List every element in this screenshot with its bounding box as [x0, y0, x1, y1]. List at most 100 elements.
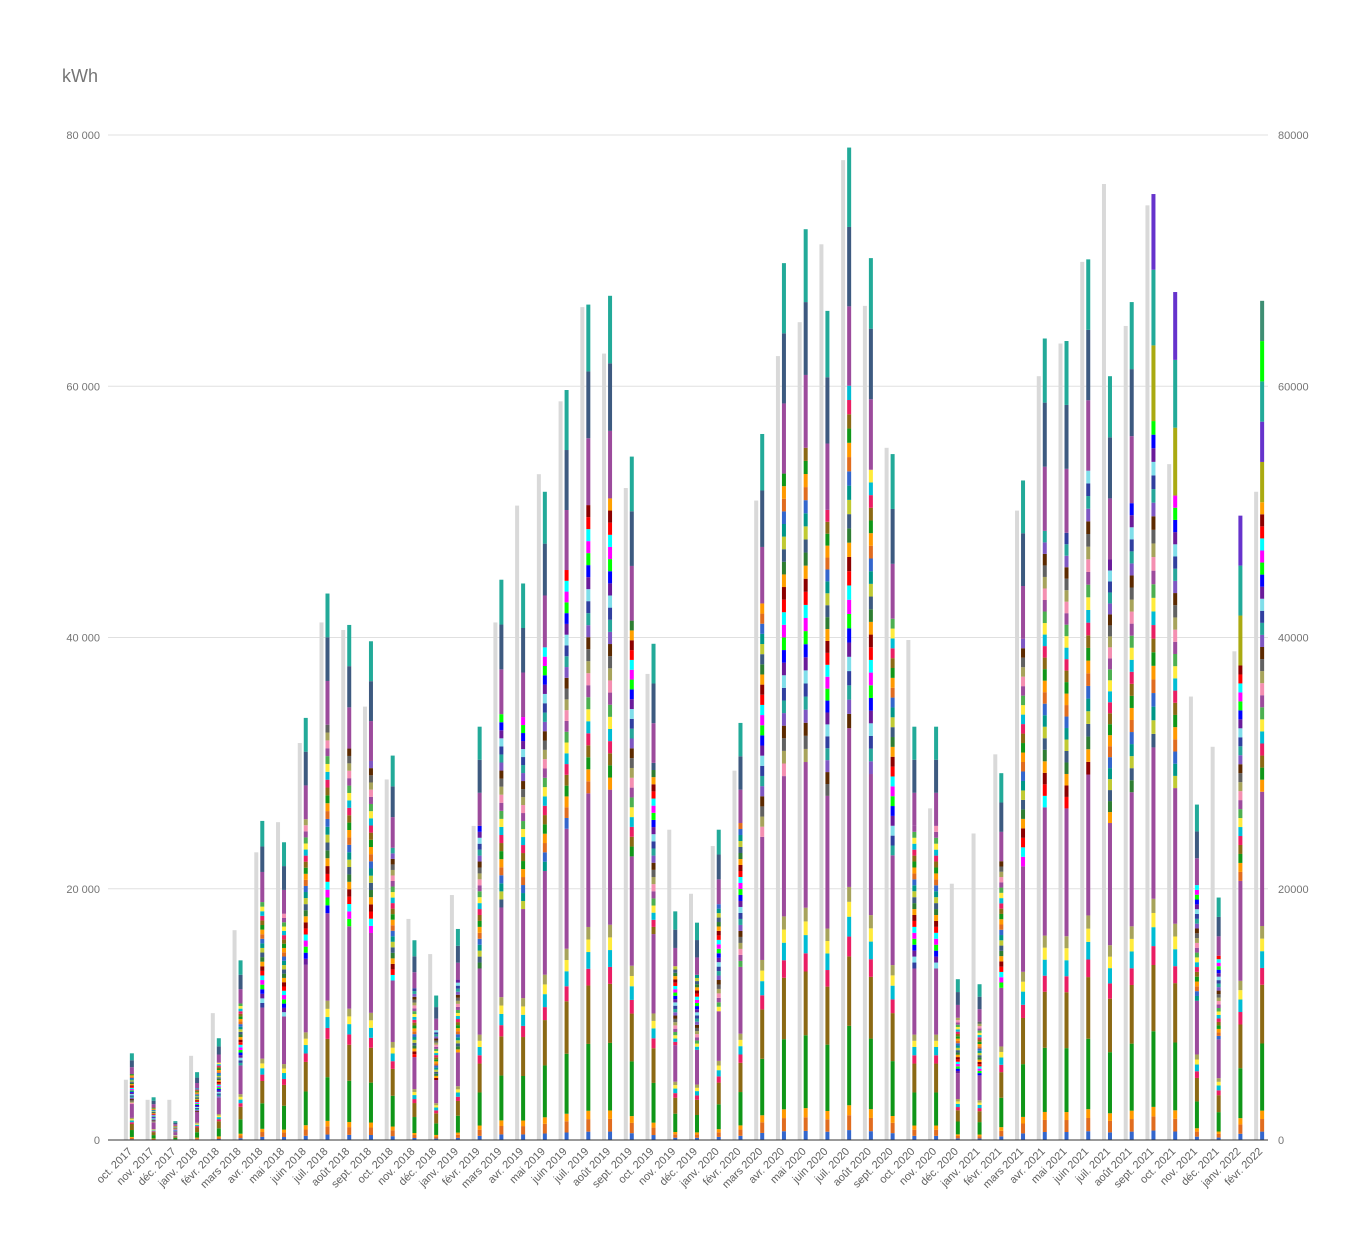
- bar-segment: [1216, 1025, 1221, 1029]
- bar-segment: [1151, 720, 1156, 734]
- bar-segment: [1042, 553, 1047, 566]
- bar-segment: [1107, 823, 1112, 946]
- bar-segment: [825, 545, 830, 558]
- bar-segment: [499, 624, 504, 670]
- bar-segment: [934, 885, 939, 892]
- bar-segment: [955, 1059, 960, 1062]
- bar-segment: [651, 919, 656, 927]
- bar-segment: [651, 891, 656, 899]
- bar-segment: [499, 1125, 504, 1135]
- bar-segment: [651, 869, 656, 878]
- bar-segment: [499, 1036, 504, 1076]
- bar-segment: [260, 846, 265, 872]
- bar-segment: [499, 802, 504, 811]
- bar-segment: [999, 966, 1004, 972]
- bar-segment: [325, 724, 330, 733]
- bar-segment: [1238, 999, 1243, 1013]
- bar-segment: [564, 602, 569, 614]
- bar-segment: [1021, 1123, 1026, 1134]
- bar-segment: [695, 974, 699, 978]
- bar-segment: [1173, 617, 1178, 630]
- bar-segment: [934, 1047, 939, 1056]
- bar-segment: [695, 981, 699, 985]
- bar-segment: [238, 1096, 243, 1100]
- bar-segment: [651, 723, 656, 763]
- bar-segment: [1021, 1133, 1026, 1140]
- bar-segment: [390, 755, 395, 787]
- bar-segment: [999, 831, 1004, 862]
- bar-segment: [216, 1128, 221, 1137]
- bar-segment: [282, 1078, 287, 1085]
- bar-segment: [521, 853, 526, 862]
- bar-segment: [890, 717, 895, 728]
- bar-segment: [412, 1054, 417, 1058]
- bar-segment: [282, 956, 287, 961]
- reference-bar: [689, 893, 693, 1140]
- bar-segment: [1021, 1017, 1026, 1065]
- bar-segment: [1086, 521, 1091, 535]
- bar-segment: [890, 835, 895, 846]
- bar-segment: [325, 1126, 330, 1135]
- bar-segment: [303, 892, 308, 899]
- bar-segment: [738, 1135, 743, 1140]
- reference-bar: [732, 770, 737, 1140]
- bar-segment: [195, 1123, 200, 1125]
- stacked-bar: [1173, 292, 1178, 1140]
- stacked-bar: [195, 1072, 200, 1140]
- bar-segment: [195, 1072, 200, 1078]
- stacked-bar: [673, 911, 678, 1140]
- bar-segment: [999, 945, 1004, 951]
- bar-segment: [499, 883, 504, 892]
- bar-segment: [1107, 713, 1112, 725]
- bar-segment: [455, 962, 460, 980]
- bar-segment: [347, 926, 352, 1009]
- bar-segment: [912, 1129, 917, 1136]
- bar-segment: [868, 1109, 873, 1118]
- bar-segment: [455, 985, 460, 989]
- bar-segment: [890, 648, 895, 659]
- bar-segment: [803, 735, 808, 749]
- bar-segment: [303, 898, 308, 905]
- bar-segment: [651, 912, 656, 920]
- bar-segment: [282, 842, 287, 867]
- bar-segment: [629, 456, 634, 512]
- bar-segment: [303, 1032, 308, 1039]
- bar-segment: [347, 1024, 352, 1035]
- bar-segment: [347, 707, 352, 749]
- bar-segment: [1194, 804, 1199, 832]
- bar-segment: [1151, 693, 1156, 707]
- bar-segment: [238, 1039, 243, 1043]
- stacked-bar: [1021, 480, 1026, 1140]
- bar-segment: [1129, 951, 1134, 969]
- reference-bar: [1015, 510, 1020, 1140]
- bar-segment: [1107, 559, 1112, 571]
- bar-segment: [129, 1084, 134, 1086]
- stacked-bar: [151, 1097, 156, 1140]
- bar-segment: [1151, 570, 1156, 585]
- bar-segment: [999, 961, 1004, 967]
- y-tick-label-left: 60 000: [66, 381, 100, 393]
- bar-segment: [521, 757, 526, 766]
- bar-segment: [760, 433, 765, 491]
- stacked-bar: [999, 773, 1004, 1140]
- y-tick-label-right: 40000: [1278, 633, 1309, 645]
- bar-segment: [195, 1111, 200, 1123]
- bar-segment: [781, 536, 786, 550]
- bar-segment: [521, 998, 526, 1007]
- bar-segment: [521, 893, 526, 902]
- bar-segment: [977, 1026, 982, 1029]
- bar-segment: [1151, 611, 1156, 626]
- bar-segment: [1064, 716, 1069, 729]
- bar-segment: [955, 1066, 960, 1069]
- bar-segment: [434, 1059, 439, 1062]
- bar-segment: [868, 507, 873, 521]
- bar-segment: [629, 777, 634, 788]
- bar-segment: [542, 712, 547, 722]
- bar-segment: [890, 727, 895, 738]
- bar-segment: [434, 1067, 439, 1070]
- bar-segment: [1129, 302, 1134, 370]
- bar-segment: [1064, 468, 1069, 533]
- bar-segment: [1216, 1004, 1221, 1009]
- bar-segment: [455, 1031, 460, 1035]
- bar-segment: [651, 926, 656, 935]
